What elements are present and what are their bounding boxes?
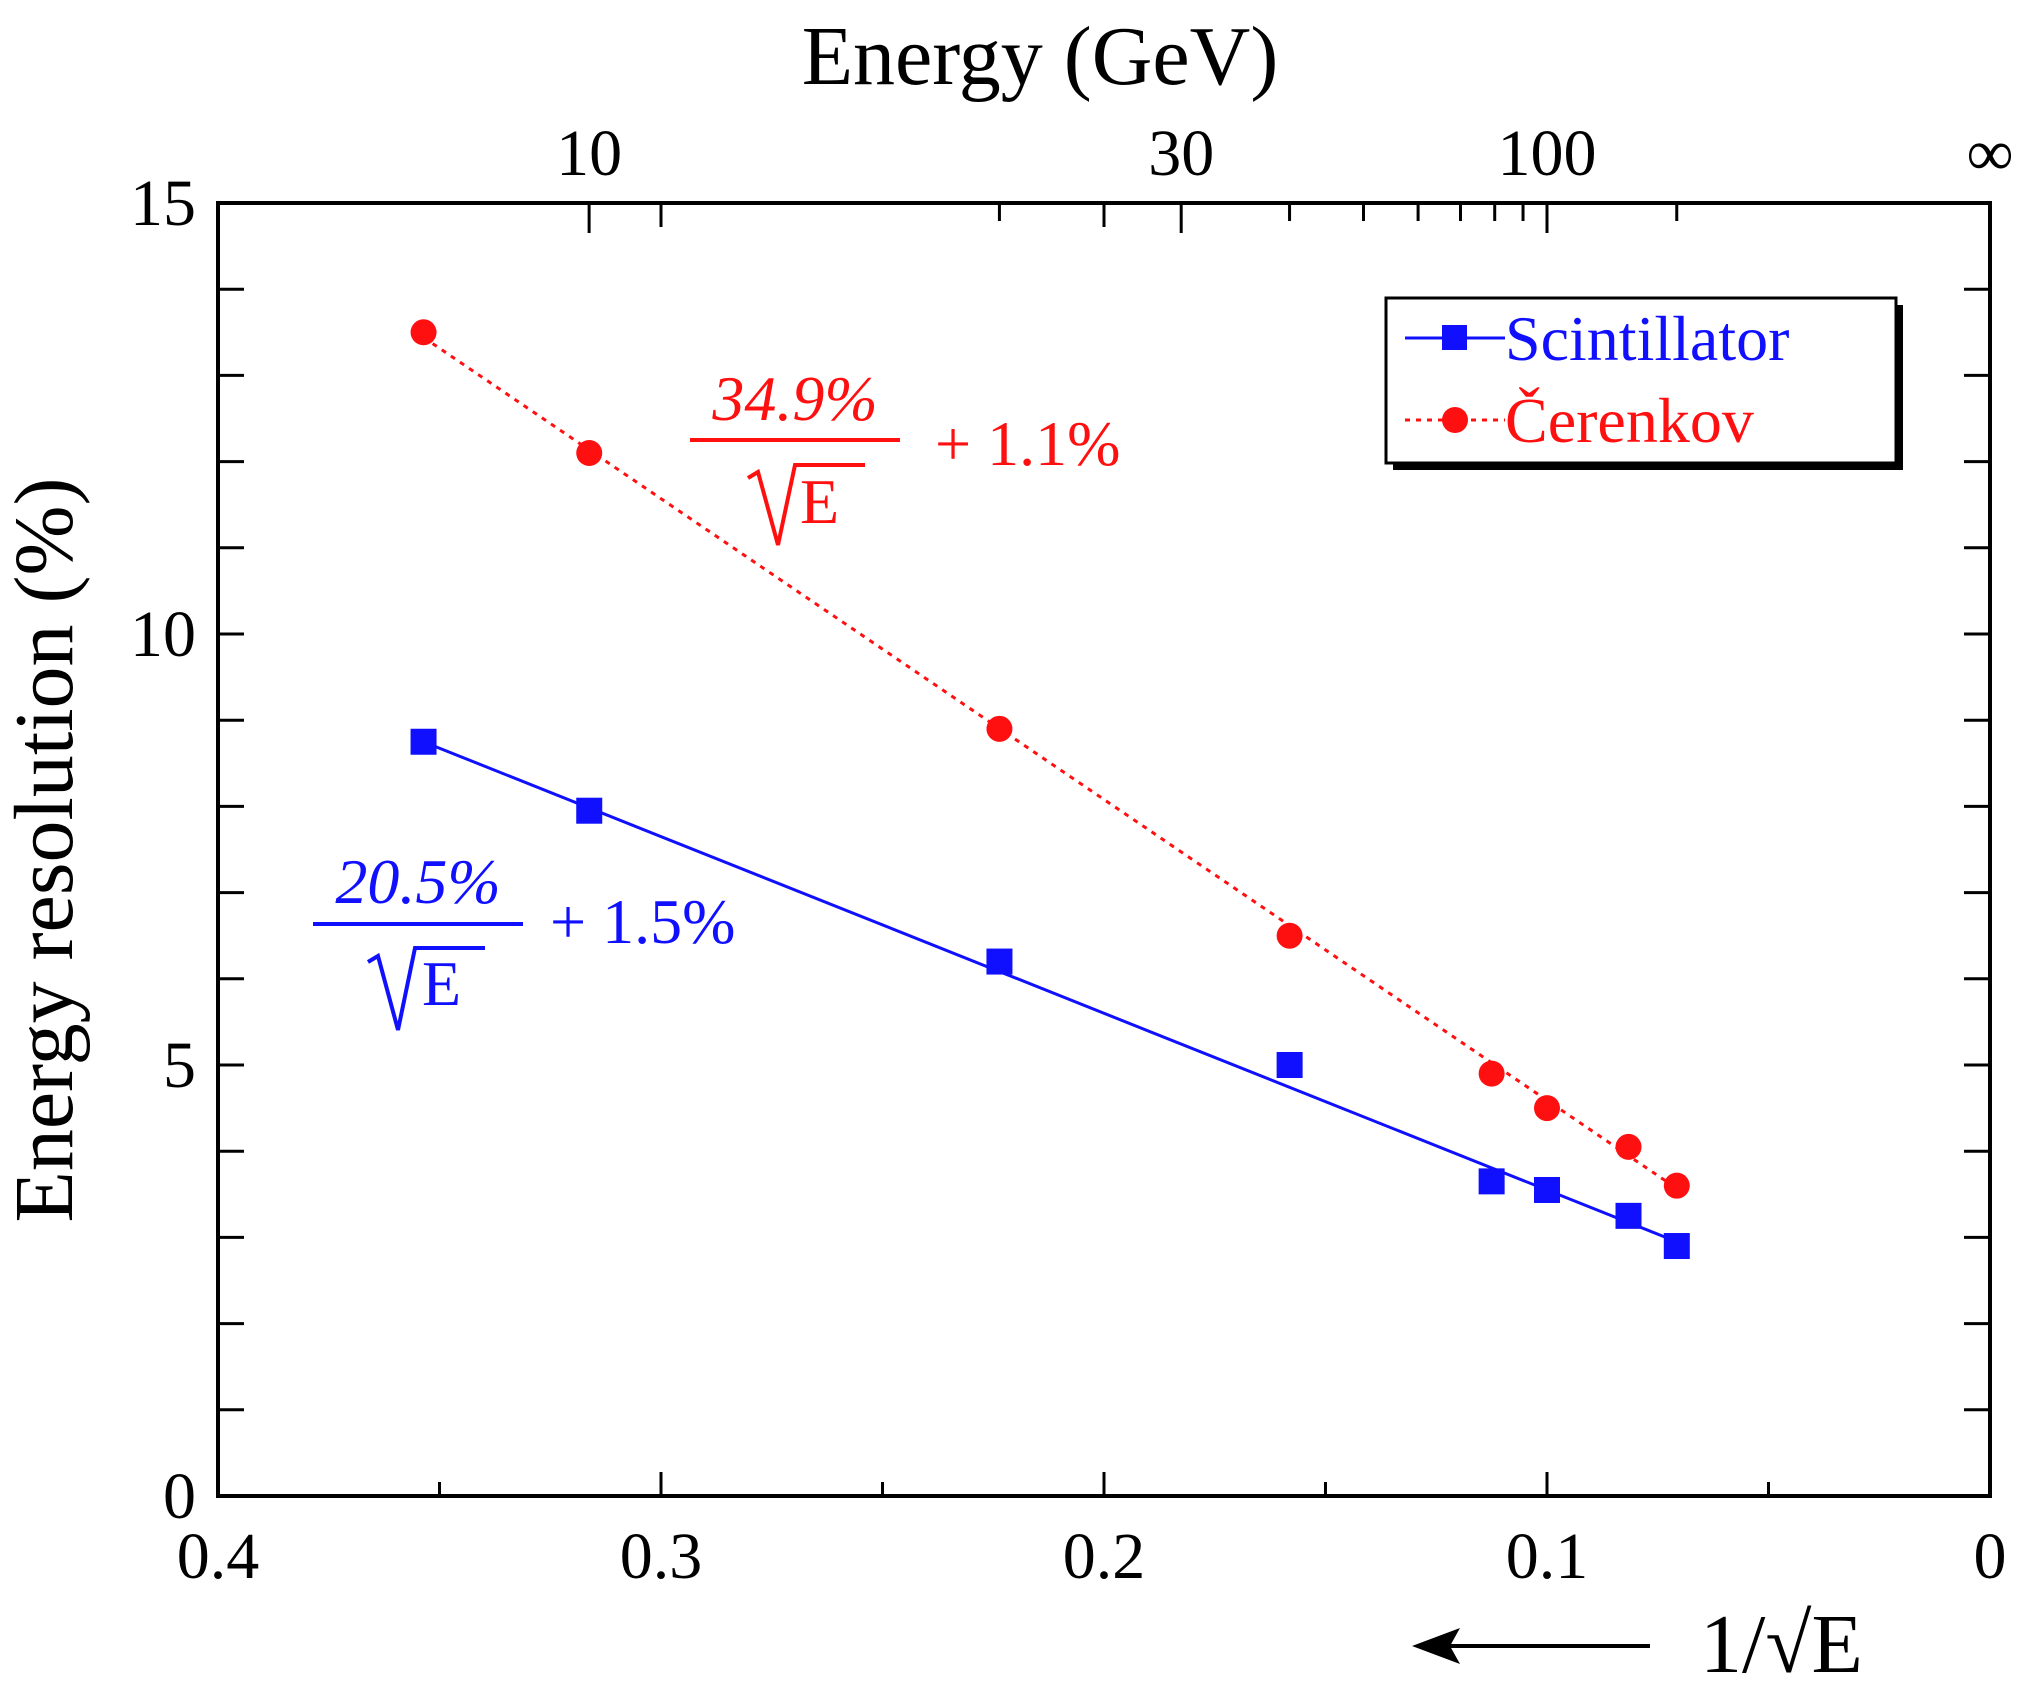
fit-lines xyxy=(422,336,1678,1244)
cerenkov-data-point xyxy=(1615,1133,1642,1160)
scintillator-data-point xyxy=(410,728,437,755)
x-axis-direction-arrow-head xyxy=(1412,1628,1460,1664)
scintillator-data-point xyxy=(1534,1176,1560,1203)
cerenkov-data-point xyxy=(1534,1095,1560,1122)
scintillator-fit-constant: + 1.5% xyxy=(550,886,735,957)
x-tick-label: 0 xyxy=(1974,1520,2007,1593)
scintillator-data-point xyxy=(1276,1052,1303,1078)
scintillator-fit-numerator: 20.5% xyxy=(335,846,500,917)
scintillator-data-point xyxy=(1615,1202,1642,1229)
axis-ticks: 0.4 0.3 0.2 0.1 0 0 5 10 15 10 30 100 ∞ xyxy=(130,117,2014,1593)
cerenkov-data-point xyxy=(986,715,1013,742)
legend-box xyxy=(1384,296,1898,465)
x-tick-label: 0.1 xyxy=(1506,1520,1589,1593)
scintillator-sqrt-sign xyxy=(366,946,485,1031)
scintillator-data-point xyxy=(1478,1168,1505,1195)
legend-item-scintillator: Scintillator xyxy=(1405,303,1789,374)
scintillator-fit-denominator: E xyxy=(422,948,461,1019)
cerenkov-data-point xyxy=(1663,1172,1690,1199)
legend-scintillator-marker xyxy=(1442,325,1467,350)
cerenkov-data-point xyxy=(576,439,603,466)
data-markers xyxy=(410,319,1690,1260)
cerenkov-fit-constant: + 1.1% xyxy=(935,408,1120,479)
top-axis-title: Energy (GeV) xyxy=(802,10,1279,103)
legend-item-cerenkov: Čerenkov xyxy=(1405,385,1754,456)
scintillator-data-point xyxy=(576,797,603,824)
top-tick-label: 10 xyxy=(556,117,622,190)
legend-cerenkov-label: Čerenkov xyxy=(1505,385,1754,456)
x-tick-label: 0.4 xyxy=(177,1520,260,1593)
y-tick-label: 15 xyxy=(130,167,196,240)
scintillator-fit-line xyxy=(422,740,1678,1244)
x-tick-label: 0.2 xyxy=(1063,1520,1146,1593)
x-axis-title: 1/√E xyxy=(1700,1598,1863,1691)
scintillator-data-point xyxy=(986,948,1013,975)
scintillator-data-point xyxy=(1663,1233,1690,1260)
cerenkov-sqrt-sign xyxy=(746,463,865,546)
y-tick-label: 5 xyxy=(163,1029,196,1102)
top-tick-label: ∞ xyxy=(1966,117,2013,190)
y-axis-title: Energy resolution (%) xyxy=(0,478,91,1223)
cerenkov-fit-denominator: E xyxy=(800,466,839,537)
y-tick-label: 0 xyxy=(163,1460,196,1533)
scintillator-fit-formula: 20.5% E + 1.5% xyxy=(313,846,735,1031)
cerenkov-fit-numerator: 34.9% xyxy=(711,363,877,434)
legend-scintillator-label: Scintillator xyxy=(1505,303,1789,374)
cerenkov-data-point xyxy=(1276,922,1303,949)
x-axis-title-group: 1/√E xyxy=(1412,1598,1863,1691)
cerenkov-data-point xyxy=(410,319,437,346)
y-tick-label: 10 xyxy=(130,598,196,671)
legend: Scintillator Čerenkov xyxy=(1384,296,1903,470)
top-tick-label: 30 xyxy=(1148,117,1214,190)
cerenkov-fit-formula: 34.9% E + 1.1% xyxy=(690,363,1120,546)
top-tick-label: 100 xyxy=(1498,117,1597,190)
x-tick-label: 0.3 xyxy=(620,1520,703,1593)
cerenkov-data-point xyxy=(1478,1060,1505,1087)
legend-cerenkov-marker xyxy=(1442,407,1468,433)
